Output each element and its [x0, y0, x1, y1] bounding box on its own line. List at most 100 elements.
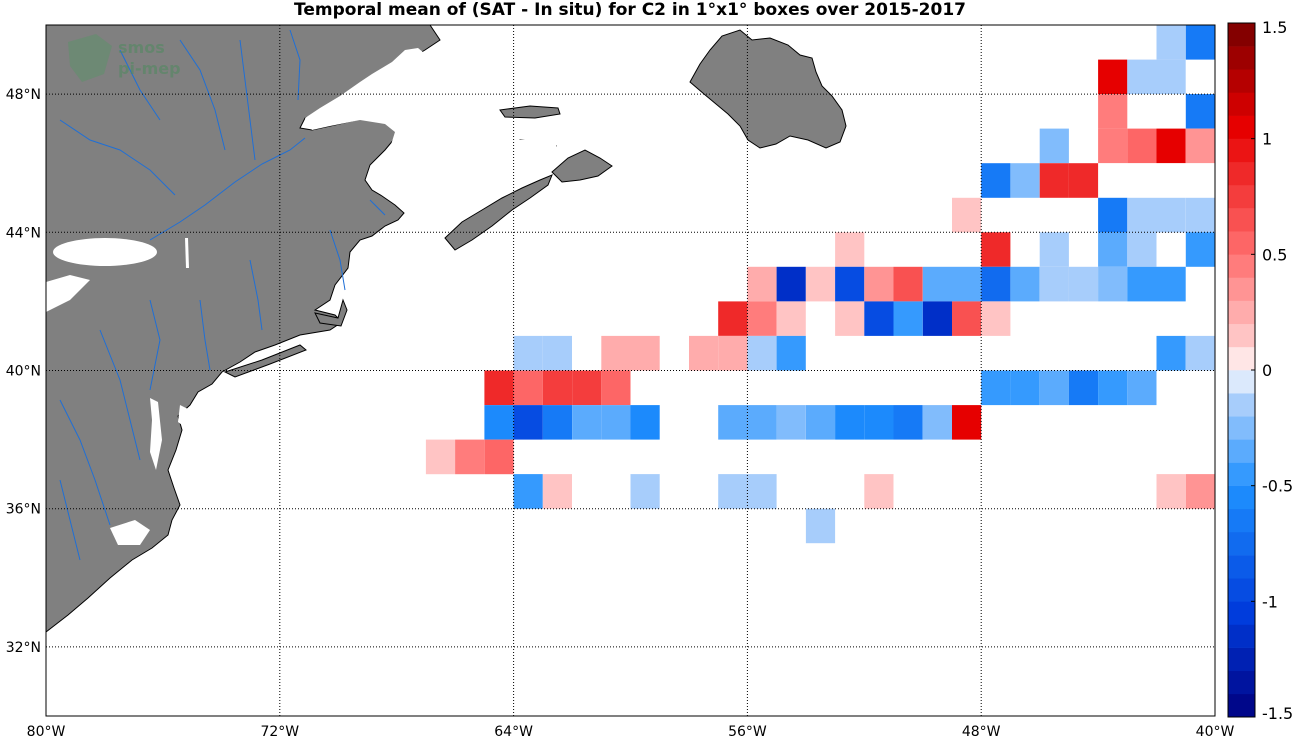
data-cell	[1098, 370, 1128, 406]
data-cell	[952, 301, 982, 336]
delaware-bay	[178, 405, 190, 428]
data-cell	[542, 370, 572, 406]
river	[59, 119, 176, 196]
latitude-tick-label: 36°N	[6, 502, 41, 518]
map-panel: smos pi-mep 80°W 72°W 64°W 56°W 48°W 40°W 32°…	[6, 24, 1235, 739]
data-cell	[1039, 163, 1069, 198]
data-cell	[1156, 59, 1186, 95]
data-cell	[1127, 128, 1157, 164]
data-cell	[542, 405, 572, 440]
data-cell	[1098, 128, 1128, 164]
colorbar-segment	[1228, 393, 1255, 417]
data-cell	[1127, 370, 1157, 406]
anticosti-island	[499, 105, 561, 119]
river	[59, 399, 111, 526]
data-cell	[864, 405, 894, 440]
data-cell	[1127, 232, 1157, 267]
colorbar-segment	[1228, 115, 1255, 139]
colorbar-segment	[1228, 254, 1255, 278]
data-cell	[718, 405, 748, 440]
data-cell	[1127, 197, 1157, 233]
data-cell	[1010, 266, 1040, 302]
colorbar-segment	[1228, 647, 1255, 672]
colorbar-segment	[1228, 69, 1255, 93]
river	[179, 39, 226, 151]
data-cell	[1010, 370, 1040, 406]
data-cell	[718, 474, 748, 509]
data-cell	[805, 508, 836, 544]
lake-champlain	[185, 238, 189, 268]
colorbar-tick-label: 0	[1262, 361, 1272, 380]
data-cell	[805, 266, 836, 302]
data-cell	[981, 370, 1011, 406]
colorbar-segment	[1228, 46, 1255, 70]
data-cell	[864, 301, 894, 336]
latitude-tick-label: 40°N	[6, 364, 41, 380]
colorbar-segment	[1228, 23, 1255, 47]
colorbar-segment	[1228, 300, 1255, 325]
longitude-tick-label: 64°W	[494, 724, 533, 739]
data-cell	[1039, 128, 1069, 164]
data-cell	[747, 266, 777, 302]
colorbar-tick-label: 1.5	[1262, 18, 1287, 37]
gulf-of-st-lawrence	[305, 48, 556, 196]
latitude-labels: 32°N 36°N 40°N 44°N 48°N	[6, 87, 41, 656]
data-cell	[1156, 25, 1186, 60]
data-cell	[1185, 25, 1215, 60]
longitude-tick-label: 56°W	[728, 724, 767, 739]
colorbar-tick-label: 0.5	[1262, 245, 1287, 264]
colorbar-segment	[1228, 670, 1255, 695]
data-cell	[1185, 474, 1215, 509]
data-cell	[513, 405, 543, 440]
data-cell	[864, 474, 894, 509]
river	[149, 299, 161, 391]
watermark-line1: smos	[118, 38, 165, 57]
data-cell	[835, 232, 865, 267]
watermark-logo: smos pi-mep	[68, 34, 181, 82]
colorbar-segment	[1228, 462, 1255, 486]
data-cell	[952, 197, 982, 233]
data-cell	[981, 266, 1011, 302]
data-cell	[1156, 128, 1186, 164]
data-cell	[776, 405, 806, 440]
data-cell	[1098, 94, 1128, 129]
river	[289, 29, 301, 101]
data-cell	[893, 301, 923, 336]
data-cell	[747, 405, 777, 440]
data-cell	[981, 163, 1011, 198]
latitude-tick-label: 48°N	[6, 87, 41, 103]
colorbar-segment	[1228, 508, 1255, 533]
colorbar-segments	[1228, 23, 1255, 718]
data-cell	[1156, 474, 1186, 509]
colorbar-segment	[1228, 161, 1255, 186]
river	[99, 329, 141, 461]
data-cell	[572, 405, 602, 440]
colorbar-segment	[1228, 231, 1255, 255]
lake-erie	[46, 275, 90, 312]
colorbar-segment	[1228, 439, 1255, 463]
rivers	[59, 29, 386, 561]
river	[59, 479, 81, 561]
data-cell	[1185, 128, 1215, 164]
longitude-labels: 80°W 72°W 64°W 56°W 48°W 40°W	[27, 724, 1235, 739]
data-cell	[835, 266, 865, 302]
colorbar-segment	[1228, 323, 1255, 348]
data-cell	[718, 301, 748, 336]
data-cell	[1156, 335, 1186, 371]
data-cell	[1068, 370, 1099, 406]
data-cell	[952, 266, 982, 302]
data-cell	[1098, 59, 1128, 95]
colorbar-segment	[1228, 555, 1255, 579]
colorbar-tick-label: -0.5	[1262, 477, 1293, 496]
data-cell	[922, 301, 952, 336]
data-cell	[484, 405, 514, 440]
data-cell	[1068, 266, 1099, 302]
data-cell	[601, 370, 631, 406]
data-cell	[1185, 94, 1215, 129]
chesapeake-bay	[150, 398, 162, 470]
data-cell	[776, 266, 806, 302]
longitude-tick-label: 72°W	[260, 724, 299, 739]
newfoundland	[689, 29, 847, 149]
data-cell	[864, 266, 894, 302]
